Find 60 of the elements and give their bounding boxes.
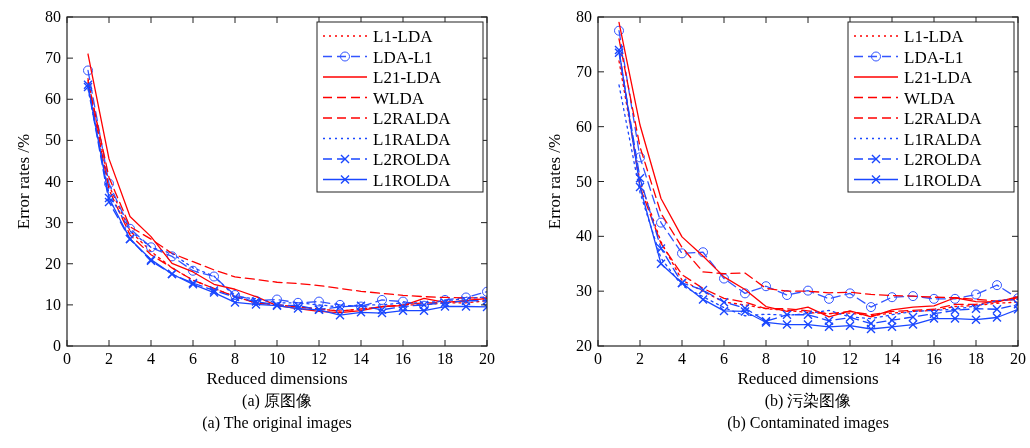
x-tick-label: 8 bbox=[231, 350, 239, 367]
x-axis-title: Reduced dimensions bbox=[206, 369, 348, 388]
y-tick-label: 50 bbox=[576, 172, 592, 190]
y-tick-label: 60 bbox=[576, 117, 592, 135]
y-tick-label: 40 bbox=[576, 227, 592, 245]
x-tick-label: 16 bbox=[926, 350, 942, 367]
x-tick-label: 4 bbox=[678, 350, 686, 367]
y-tick-label: 60 bbox=[45, 90, 61, 108]
x-tick-label: 12 bbox=[842, 350, 858, 367]
x-tick-label: 18 bbox=[437, 350, 453, 367]
legend-label: L1RALDA bbox=[373, 129, 452, 149]
text: (a) The original images bbox=[202, 414, 352, 432]
legend-label: L2RALDA bbox=[373, 109, 452, 128]
x-tick-label: 4 bbox=[147, 350, 155, 367]
x-tick-label: 2 bbox=[636, 350, 644, 367]
y-tick-label: 20 bbox=[576, 337, 592, 354]
x-tick-label: 10 bbox=[800, 350, 816, 367]
legend-label: L2RALDA bbox=[904, 109, 983, 128]
x-tick-label: 6 bbox=[720, 350, 728, 367]
x-tick-label: 14 bbox=[353, 350, 369, 367]
y-tick-label: 70 bbox=[45, 49, 61, 67]
x-tick-label: 6 bbox=[189, 350, 197, 367]
x-tick-label: 14 bbox=[884, 350, 900, 367]
y-tick-label: 50 bbox=[45, 131, 61, 149]
y-tick-label: 70 bbox=[576, 62, 592, 80]
x-tick-label: 20 bbox=[1010, 350, 1026, 367]
x-tick-label: 16 bbox=[395, 350, 411, 367]
text: (b) 污染图像 bbox=[764, 392, 852, 410]
text: (b) Contaminated images bbox=[727, 414, 889, 432]
x-tick-label: 12 bbox=[311, 350, 327, 367]
y-axis-title: Error rates /% bbox=[14, 133, 33, 230]
legend-label: WLDA bbox=[373, 88, 425, 108]
x-tick-label: 20 bbox=[479, 350, 495, 367]
legend-label: L1ROLDA bbox=[904, 170, 983, 190]
text: (a) 原图像 bbox=[242, 392, 312, 410]
x-axis-title: Reduced dimensions bbox=[737, 369, 879, 388]
y-axis-title: Error rates /% bbox=[545, 133, 564, 230]
legend-label: L2ROLDA bbox=[904, 150, 983, 169]
y-tick-label: 30 bbox=[576, 282, 592, 300]
legend-label: L1RALDA bbox=[904, 129, 983, 149]
y-tick-label: 80 bbox=[45, 8, 61, 25]
legend-label: WLDA bbox=[904, 88, 956, 108]
legend-label: L21-LDA bbox=[373, 68, 442, 87]
legend-label: L1-LDA bbox=[373, 27, 434, 46]
y-tick-label: 30 bbox=[45, 213, 61, 231]
x-tick-label: 18 bbox=[968, 350, 984, 367]
y-tick-label: 0 bbox=[53, 337, 61, 354]
legend-label: L2ROLDA bbox=[373, 150, 452, 169]
y-tick-label: 10 bbox=[45, 295, 61, 313]
legend-label: L1ROLDA bbox=[373, 170, 452, 190]
legend-label: L21-LDA bbox=[904, 68, 973, 87]
y-tick-label: 20 bbox=[45, 254, 61, 272]
legend-label: LDA-L1 bbox=[373, 47, 433, 67]
legend-label: LDA-L1 bbox=[904, 47, 964, 67]
x-tick-label: 10 bbox=[269, 350, 285, 367]
x-tick-label: 8 bbox=[762, 350, 770, 367]
x-tick-label: 2 bbox=[105, 350, 113, 367]
legend-label: L1-LDA bbox=[904, 27, 965, 46]
y-tick-label: 80 bbox=[576, 8, 592, 25]
y-tick-label: 40 bbox=[45, 172, 61, 190]
